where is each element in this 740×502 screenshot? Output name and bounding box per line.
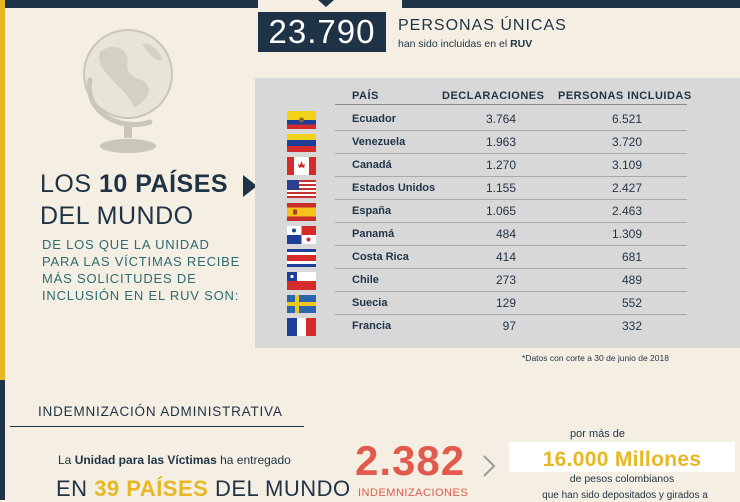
heading-description: DE LOS QUE LA UNIDAD PARA LAS VÍCTIMAS R…: [42, 237, 241, 303]
chevron-right-icon: [483, 455, 496, 477]
row-country: España: [352, 205, 392, 217]
ecuador-flag-icon: [287, 111, 316, 129]
table-row: Canadá 1.270 3.109: [280, 154, 700, 177]
row-country: Ecuador: [352, 113, 397, 125]
row-declarations: 1.065: [485, 204, 516, 218]
row-declarations: 3.764: [485, 112, 516, 126]
table-row: Estados Unidos 1.155 2.427: [280, 177, 700, 200]
table-row: Francia 97 332: [280, 315, 700, 338]
globe-icon: [83, 29, 173, 153]
row-country: Suecia: [352, 297, 388, 309]
indemnizaciones-count: 2.382: [355, 437, 466, 484]
row-country: Panamá: [352, 228, 395, 240]
row-people: 3.720: [611, 135, 642, 149]
row-divider: [335, 130, 687, 131]
entregado-text: La Unidad para las Víctimas ha entregado: [58, 453, 291, 467]
row-country: Canadá: [352, 159, 392, 171]
row-declarations: 1.963: [485, 135, 516, 149]
row-people: 2.427: [611, 181, 642, 195]
spain-flag-icon: [287, 203, 316, 221]
row-people: 2.463: [611, 204, 642, 218]
row-declarations: 129: [495, 296, 516, 310]
amount-millones: 16.000 Millones: [542, 448, 702, 471]
countries-count-text: EN 39 PAÍSES DEL MUNDO: [56, 476, 351, 501]
row-people: 1.309: [611, 227, 642, 241]
sweden-flag-icon: [287, 295, 316, 313]
row-people: 332: [621, 319, 642, 333]
row-divider: [335, 245, 687, 246]
table-row: Chile 273 489: [280, 269, 700, 292]
amount-highlight-box: [509, 442, 735, 472]
header-country: PAÍS: [352, 90, 379, 102]
row-people: 6.521: [611, 112, 642, 126]
row-country: Estados Unidos: [352, 182, 436, 194]
top-bar-right: [402, 0, 740, 8]
por-mas-text: por más de: [570, 428, 626, 440]
usa-flag-icon: [287, 180, 316, 198]
row-divider: [335, 268, 687, 269]
header-divider: [335, 104, 687, 105]
row-divider: [335, 199, 687, 200]
top-bar-left: [0, 0, 258, 8]
row-declarations: 273: [495, 273, 516, 287]
row-divider: [335, 314, 687, 315]
unique-persons-count: 23.790: [258, 12, 386, 52]
indemnizaciones-label: INDEMNIZACIONES: [358, 487, 469, 499]
canada-flag-icon: [287, 157, 316, 175]
left-accent-stripe-gold: [0, 0, 5, 380]
costa-rica-flag-icon: [287, 249, 316, 267]
table-row: Ecuador 3.764 6.521: [280, 108, 700, 131]
row-people: 489: [621, 273, 642, 287]
table-row: Costa Rica 414 681: [280, 246, 700, 269]
table-row: Venezuela 1.963 3.720: [280, 131, 700, 154]
heading-line-2: DEL MUNDO: [40, 202, 194, 230]
row-declarations: 484: [495, 227, 516, 241]
amount-currency: de pesos colombianos: [569, 473, 675, 485]
header-declarations: DECLARACIONES: [442, 90, 545, 102]
chile-flag-icon: [287, 272, 316, 290]
panama-flag-icon: [287, 226, 316, 244]
unique-persons-subtitle: han sido incluidas en el RUV: [398, 38, 533, 50]
row-declarations: 1.155: [485, 181, 516, 195]
table-row: Suecia 129 552: [280, 292, 700, 315]
row-people: 3.109: [611, 158, 642, 172]
top-caret-icon: [318, 0, 334, 7]
table-row: España 1.065 2.463: [280, 200, 700, 223]
header-people: PERSONAS INCLUIDAS: [558, 90, 692, 102]
row-divider: [335, 222, 687, 223]
row-divider: [335, 153, 687, 154]
row-declarations: 97: [502, 319, 516, 333]
heading-line-1: LOS 10 PAÍSES: [40, 170, 229, 198]
row-people: 552: [621, 296, 642, 310]
venezuela-flag-icon: [287, 134, 316, 152]
row-divider: [335, 176, 687, 177]
depositados-text: que han sido depositados y girados a: [542, 490, 708, 501]
row-divider: [335, 291, 687, 292]
row-declarations: 414: [495, 250, 516, 264]
row-country: Chile: [352, 274, 379, 286]
row-country: Francia: [352, 320, 392, 332]
row-people: 681: [621, 250, 642, 264]
unique-persons-title: PERSONAS ÚNICAS: [398, 17, 567, 34]
table-row: Panamá 484 1.309: [280, 223, 700, 246]
pointer-arrow-icon: [243, 175, 257, 197]
countries-table-panel: [255, 78, 740, 348]
table-footnote: *Datos con corte a 30 de junio de 2018: [522, 353, 669, 363]
row-country: Venezuela: [352, 136, 406, 148]
left-accent-stripe-navy: [0, 380, 5, 500]
section-divider: [10, 426, 304, 427]
france-flag-icon: [287, 318, 316, 336]
row-declarations: 1.270: [485, 158, 516, 172]
section-title: INDEMNIZACIÓN ADMINISTRATIVA: [38, 404, 283, 419]
row-country: Costa Rica: [352, 251, 409, 263]
